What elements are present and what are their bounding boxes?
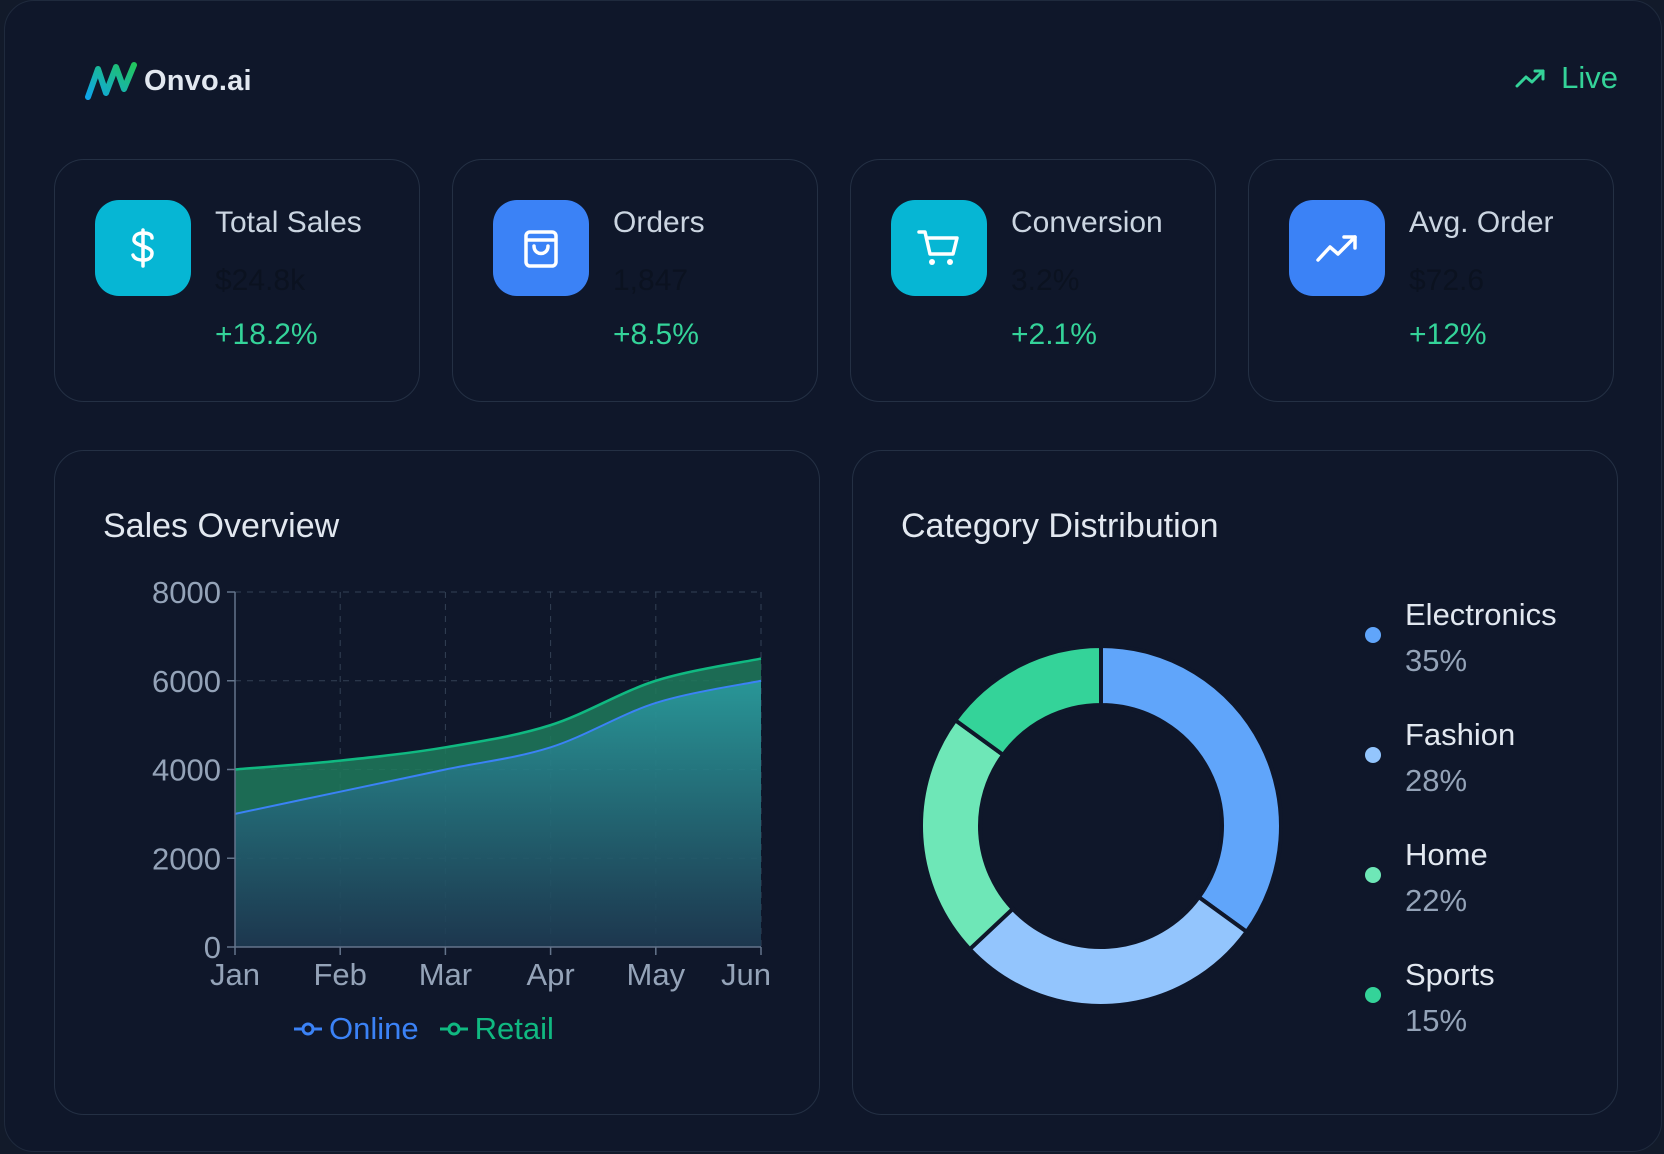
- y-tick-label: 2000: [152, 841, 221, 876]
- kpi-change: +2.1%: [1011, 318, 1097, 351]
- kpi-label: Avg. Order: [1409, 206, 1554, 239]
- y-tick-label: 8000: [152, 575, 221, 610]
- legend-name: Electronics: [1405, 597, 1557, 632]
- donut-slice-home[interactable]: [919, 717, 1016, 953]
- sales-area-chart[interactable]: 0 2000 4000 6000 8000 Jan Feb Mar Apr May Jun: [55, 451, 821, 1116]
- x-tick-label: Mar: [419, 957, 472, 992]
- area-retail[interactable]: [235, 658, 761, 814]
- brand-name: Onvo.ai: [144, 64, 252, 97]
- category-distribution-title: Category Distribution: [901, 507, 1219, 545]
- y-tick-label: 4000: [152, 753, 221, 788]
- legend-dot: [1365, 867, 1381, 883]
- legend-name: Home: [1405, 837, 1488, 872]
- dollar-icon: [95, 200, 191, 296]
- legend-retail-label: Retail: [474, 1011, 554, 1046]
- kpi-label: Total Sales: [215, 206, 362, 239]
- x-tick-label: Jan: [210, 957, 260, 992]
- kpi-value: 3.2%: [1011, 264, 1080, 297]
- donut-slice-electronics[interactable]: [1099, 643, 1283, 935]
- series-line-retail[interactable]: [234, 657, 762, 771]
- x-tick-label: Feb: [313, 957, 366, 992]
- kpi-value: 1,847: [613, 264, 689, 297]
- kpi-change: +12%: [1409, 318, 1487, 351]
- legend-name: Fashion: [1405, 717, 1516, 752]
- legend-retail[interactable]: Retail: [439, 1011, 554, 1047]
- trending-up-icon: [1515, 69, 1545, 88]
- kpi-value: $72.6: [1409, 264, 1485, 297]
- kpi-card-orders[interactable]: Orders 1,847 +8.5%: [452, 159, 818, 402]
- trending-up-icon: [1289, 200, 1385, 296]
- kpi-value: $24.8k: [215, 264, 306, 297]
- header: Onvo.ai: [84, 56, 252, 106]
- x-tick-label: Apr: [526, 957, 574, 992]
- legend-dot: [1365, 627, 1381, 643]
- legend-dot: [1365, 747, 1381, 763]
- legend-percent: 15%: [1405, 1003, 1468, 1038]
- x-tick-label: Jun: [721, 957, 771, 992]
- sales-overview-panel: Sales Overview 0 2000 4000 6000 8000 Jan Feb Ma…: [54, 450, 820, 1115]
- kpi-card-conversion[interactable]: Conversion 3.2% +2.1%: [850, 159, 1216, 402]
- legend-dot: [1365, 987, 1381, 1003]
- line-marker-icon: [439, 1022, 468, 1036]
- category-distribution-panel: Category Distribution Electronics 35% Fash…: [852, 450, 1618, 1115]
- live-label: Live: [1561, 60, 1618, 95]
- sales-overview-title: Sales Overview: [103, 507, 340, 545]
- series-line-online[interactable]: [234, 679, 762, 815]
- live-indicator[interactable]: Live: [1515, 60, 1618, 96]
- legend-percent: 28%: [1405, 763, 1468, 798]
- legend-percent: 22%: [1405, 883, 1468, 918]
- line-marker-icon: [294, 1022, 322, 1036]
- area-legend: Online Retail: [293, 1011, 554, 1047]
- shopping-bag-icon: [493, 200, 589, 296]
- y-tick-label: 0: [204, 930, 221, 965]
- kpi-change: +8.5%: [613, 318, 699, 351]
- kpi-label: Conversion: [1011, 206, 1163, 239]
- donut-slice-sports[interactable]: [952, 643, 1103, 758]
- legend-name: Sports: [1405, 957, 1495, 992]
- x-tick-label: May: [627, 957, 686, 992]
- donut-slice-fashion[interactable]: [966, 894, 1250, 1008]
- legend-online[interactable]: Online: [293, 1011, 419, 1047]
- category-donut-chart[interactable]: [853, 451, 1333, 1116]
- kpi-card-total-sales[interactable]: Total Sales $24.8k +18.2%: [54, 159, 420, 402]
- shopping-cart-icon: [891, 200, 987, 296]
- y-tick-label: 6000: [152, 664, 221, 699]
- kpi-card-avg-order[interactable]: Avg. Order $72.6 +12%: [1248, 159, 1614, 402]
- area-online[interactable]: [235, 680, 761, 947]
- kpi-change: +18.2%: [215, 318, 318, 351]
- kpi-label: Orders: [613, 206, 705, 239]
- legend-online-label: Online: [329, 1011, 419, 1046]
- legend-percent: 35%: [1405, 643, 1468, 678]
- onvo-logo-icon: [85, 62, 137, 100]
